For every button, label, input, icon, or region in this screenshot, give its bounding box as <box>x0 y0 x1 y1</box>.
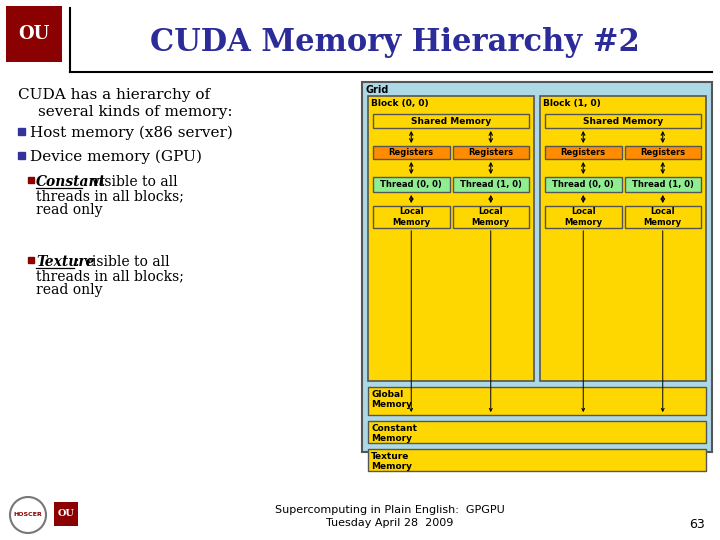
Text: Block (0, 0): Block (0, 0) <box>371 99 428 108</box>
Bar <box>452 177 529 192</box>
Text: Thread (1, 0): Thread (1, 0) <box>632 180 693 189</box>
Bar <box>624 177 701 192</box>
Text: CUDA Memory Hierarchy #2: CUDA Memory Hierarchy #2 <box>150 26 640 57</box>
Text: OU: OU <box>58 510 74 518</box>
Bar <box>368 96 534 381</box>
Bar <box>373 146 449 159</box>
Bar <box>545 146 621 159</box>
Text: 63: 63 <box>689 518 705 531</box>
Bar <box>545 177 621 192</box>
Bar <box>28 257 34 263</box>
Text: Registers: Registers <box>389 148 434 157</box>
Bar <box>545 206 621 228</box>
Bar <box>624 206 701 228</box>
Text: Tuesday April 28  2009: Tuesday April 28 2009 <box>326 518 454 528</box>
Text: Local
Memory: Local Memory <box>564 207 603 227</box>
Bar <box>452 206 529 228</box>
Text: Thread (1, 0): Thread (1, 0) <box>460 180 522 189</box>
Text: Local
Memory: Local Memory <box>392 207 431 227</box>
Bar <box>373 114 529 128</box>
Text: HOSCER: HOSCER <box>14 512 42 517</box>
Text: Local
Memory: Local Memory <box>644 207 682 227</box>
Text: threads in all blocks;: threads in all blocks; <box>36 189 184 203</box>
Text: Thread (0, 0): Thread (0, 0) <box>552 180 614 189</box>
Bar <box>373 177 449 192</box>
Text: Registers: Registers <box>561 148 606 157</box>
Text: several kinds of memory:: several kinds of memory: <box>38 105 233 119</box>
Bar <box>545 114 701 128</box>
Text: read only: read only <box>36 283 102 297</box>
FancyBboxPatch shape <box>54 502 78 526</box>
Text: Grid: Grid <box>366 85 390 95</box>
Bar <box>540 96 706 381</box>
Bar <box>452 146 529 159</box>
Text: Texture
Memory: Texture Memory <box>371 452 412 471</box>
Bar <box>373 206 449 228</box>
FancyBboxPatch shape <box>6 6 62 62</box>
Text: threads in all blocks;: threads in all blocks; <box>36 269 184 283</box>
Text: Block (1, 0): Block (1, 0) <box>543 99 600 108</box>
Bar <box>368 421 706 443</box>
Text: Host memory (x86 server): Host memory (x86 server) <box>30 126 233 140</box>
Text: Supercomputing in Plain English:  GPGPU: Supercomputing in Plain English: GPGPU <box>275 505 505 515</box>
Text: Global
Memory: Global Memory <box>371 390 412 409</box>
Text: CUDA has a hierarchy of: CUDA has a hierarchy of <box>18 88 210 102</box>
Bar <box>368 449 706 471</box>
Bar <box>18 152 25 159</box>
Text: : visible to all: : visible to all <box>75 255 170 269</box>
Text: Thread (0, 0): Thread (0, 0) <box>380 180 442 189</box>
Bar <box>368 387 706 415</box>
Bar <box>624 146 701 159</box>
Bar <box>28 177 34 183</box>
Text: Registers: Registers <box>468 148 513 157</box>
Text: : visible to all: : visible to all <box>83 175 178 189</box>
Text: Constant: Constant <box>36 175 106 189</box>
Text: Constant
Memory: Constant Memory <box>371 424 417 443</box>
Text: Registers: Registers <box>640 148 685 157</box>
Text: read only: read only <box>36 203 102 217</box>
Bar <box>362 82 712 452</box>
Text: Local
Memory: Local Memory <box>472 207 510 227</box>
Bar <box>18 128 25 135</box>
Text: OU: OU <box>18 25 50 43</box>
Text: Device memory (GPU): Device memory (GPU) <box>30 150 202 164</box>
Text: Shared Memory: Shared Memory <box>411 117 491 125</box>
Text: Texture: Texture <box>36 255 94 269</box>
Text: Shared Memory: Shared Memory <box>583 117 663 125</box>
